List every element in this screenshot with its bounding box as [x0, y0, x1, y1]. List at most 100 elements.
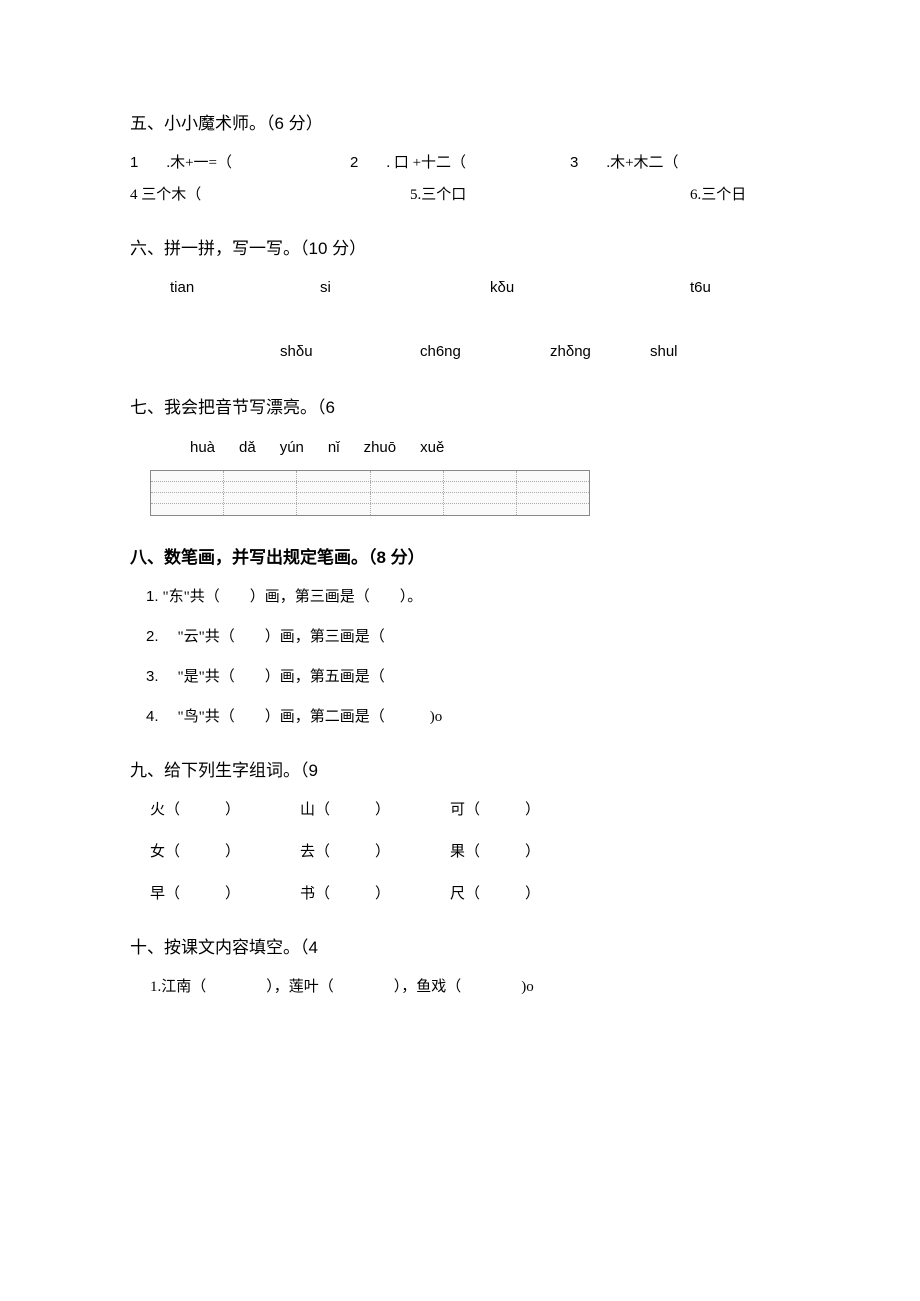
s9-title-text: 九、给下列生字组词。（: [130, 761, 309, 780]
q5-r1-n1: 1: [130, 154, 138, 171]
q5-r1-t3: .木+木二（: [606, 155, 678, 171]
q5-r1-c1: 1 .木+一=（: [130, 151, 350, 175]
q9-r1-c1: 火（ ）: [150, 798, 300, 822]
q6-r2-p2: ch6ng: [420, 340, 550, 364]
grid-cell: [224, 471, 297, 481]
q9-r2-c2: 去（ ）: [300, 840, 450, 864]
grid-cell: [371, 482, 444, 492]
grid-cell: [444, 504, 517, 515]
grid-cell: [224, 482, 297, 492]
grid-cell: [371, 471, 444, 481]
grid-cell: [517, 482, 589, 492]
s5-close: ）: [306, 114, 323, 133]
writing-grid-inner: [150, 470, 590, 516]
grid-cell: [151, 504, 224, 515]
q8-t1: "东"共（ ）画，第三画是（ ）。: [163, 589, 423, 605]
q5-r1-n2: 2: [350, 154, 358, 171]
q5-row1: 1 .木+一=（ 2 . 口 +十二（ 3 .木+木二（: [130, 151, 790, 183]
section-6-title: 六、拼一拼，写一写。（10 分）: [130, 235, 790, 262]
grid-cell: [224, 504, 297, 515]
q5-r1-n3: 3: [570, 154, 578, 171]
q9-r1-c2: 山（ ）: [300, 798, 450, 822]
q8-n3: 3.: [146, 668, 159, 685]
section-10-title: 十、按课文内容填空。（4: [130, 934, 790, 961]
q6-row1: tian si kδu t6u: [130, 276, 790, 300]
grid-cell: [297, 482, 370, 492]
s10-points: 4: [309, 938, 318, 957]
s10-title-text: 十、按课文内容填空。（: [130, 938, 309, 957]
q8-t4: "鸟"共（ ）画，第二画是（ )o: [163, 709, 443, 725]
q5-r2-c3: 6.三个日: [690, 183, 790, 207]
q7-syl-4: zhuō: [364, 436, 397, 460]
q5-r1-t2: . 口 +十二（: [386, 155, 466, 171]
q9-row-2: 女（ ） 去（ ） 果（ ）: [130, 840, 790, 864]
grid-line-2: [151, 482, 589, 493]
writing-grid: [150, 470, 790, 516]
grid-cell: [297, 504, 370, 515]
q10-item-1: 1.江南（ ），莲叶（ ），鱼戏（ )o: [130, 975, 790, 999]
q9-r2-c3: 果（ ）: [450, 840, 600, 864]
q9-r1-c3: 可（ ）: [450, 798, 600, 822]
grid-cell: [151, 471, 224, 481]
q8-item-4: 4. "鸟"共（ ）画，第二画是（ )o: [130, 705, 790, 729]
q8-n4: 4.: [146, 708, 159, 725]
q9-row-3: 早（ ） 书（ ） 尺（ ）: [130, 882, 790, 906]
s6-close: ）: [349, 239, 366, 258]
grid-cell: [151, 482, 224, 492]
q8-item-2: 2. "云"共（ ）画，第三画是（: [130, 625, 790, 649]
grid-cell: [371, 504, 444, 515]
q7-syl-0: huà: [190, 436, 215, 460]
q5-r1-c2: 2 . 口 +十二（: [350, 151, 570, 175]
q8-t3: "是"共（ ）画，第五画是（: [163, 669, 385, 685]
q6-r1-p3: kδu: [490, 276, 690, 300]
q8-n2: 2.: [146, 628, 159, 645]
grid-cell: [444, 493, 517, 503]
q7-syl-5: xuě: [420, 436, 444, 460]
grid-cell: [517, 471, 589, 481]
s5-points: 6 分: [275, 114, 306, 133]
q9-r2-c1: 女（ ）: [150, 840, 300, 864]
grid-cell: [444, 471, 517, 481]
q7-syl-2: yún: [280, 436, 304, 460]
grid-line-3: [151, 493, 589, 504]
grid-cell: [444, 482, 517, 492]
grid-line-1: [151, 471, 589, 482]
q7-syl-3: nǐ: [328, 436, 340, 460]
q6-r1-p1: tian: [170, 276, 320, 300]
q6-r1-p4: t6u: [690, 276, 711, 300]
q9-r3-c3: 尺（ ）: [450, 882, 600, 906]
s7-points: 6: [326, 398, 335, 417]
s6-title-text: 六、拼一拼，写一写。（: [130, 239, 309, 258]
s7-title-text: 七、我会把音节写漂亮。（: [130, 398, 326, 417]
q7-syl-1: dǎ: [239, 436, 256, 460]
grid-line-4: [151, 504, 589, 515]
grid-cell: [371, 493, 444, 503]
q8-t2: "云"共（ ）画，第三画是（: [163, 629, 385, 645]
grid-cell: [297, 471, 370, 481]
grid-cell: [517, 504, 589, 515]
q8-item-3: 3. "是"共（ ）画，第五画是（: [130, 665, 790, 689]
q6-r2-p3: zhδng: [550, 340, 650, 364]
q9-r3-c1: 早（ ）: [150, 882, 300, 906]
section-9-title: 九、给下列生字组词。（9: [130, 757, 790, 784]
q9-row-1: 火（ ） 山（ ） 可（ ）: [130, 798, 790, 822]
section-7-title: 七、我会把音节写漂亮。（6: [130, 394, 790, 421]
grid-cell: [151, 493, 224, 503]
q7-syllables: huà dǎ yún nǐ zhuō xuě: [130, 436, 790, 460]
grid-cell: [224, 493, 297, 503]
s6-points: 10 分: [309, 239, 350, 258]
q5-row2: 4 三个木（ 5.三个口 6.三个日: [130, 183, 790, 207]
q6-r2-p4: shul: [650, 340, 678, 364]
q8-n1: 1.: [146, 588, 159, 605]
grid-cell: [517, 493, 589, 503]
s9-points: 9: [309, 761, 318, 780]
q6-row2: shδu ch6ng zhδng shul: [130, 340, 790, 364]
q5-r2-c1: 4 三个木（: [130, 183, 410, 207]
q5-r2-c2: 5.三个口: [410, 183, 690, 207]
s5-title-text: 五、小小魔术师。（: [130, 114, 275, 133]
q8-item-1: 1."东"共（ ）画，第三画是（ ）。: [130, 585, 790, 609]
section-5-title: 五、小小魔术师。（6 分）: [130, 110, 790, 137]
q5-r1-c3: 3 .木+木二（: [570, 151, 790, 175]
grid-cell: [297, 493, 370, 503]
q5-r1-t1: .木+一=（: [166, 155, 232, 171]
